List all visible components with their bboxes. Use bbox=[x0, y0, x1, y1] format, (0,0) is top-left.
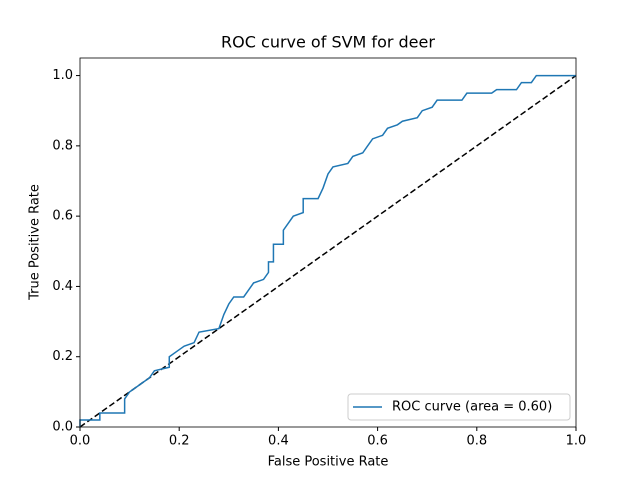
x-tick-label: 1.0 bbox=[566, 434, 587, 449]
plot-frame bbox=[79, 57, 577, 428]
roc-line bbox=[79, 74, 576, 427]
y-tick-label: 0.2 bbox=[52, 349, 73, 364]
x-tick-label: 0.4 bbox=[268, 434, 289, 449]
reference-line bbox=[79, 74, 577, 428]
x-tick-label: 0.0 bbox=[70, 434, 91, 449]
y-tick-label: 0.6 bbox=[52, 209, 73, 224]
legend-box bbox=[347, 393, 571, 421]
y-axis-label: True Positive Rate bbox=[28, 184, 43, 301]
y-tick-label: 1.0 bbox=[52, 68, 73, 83]
chart-title: ROC curve of SVM for deer bbox=[221, 33, 435, 52]
x-tick-label: 0.8 bbox=[466, 434, 487, 449]
x-tick-label: 0.2 bbox=[169, 434, 190, 449]
x-tick-label: 0.6 bbox=[367, 434, 388, 449]
x-axis-label: False Positive Rate bbox=[268, 455, 389, 470]
y-tick-label: 0.4 bbox=[52, 279, 73, 294]
y-tick-label: 0.8 bbox=[52, 138, 73, 153]
y-tick-label: 0.0 bbox=[52, 420, 73, 435]
legend-label: ROC curve (area = 0.60) bbox=[392, 400, 552, 415]
